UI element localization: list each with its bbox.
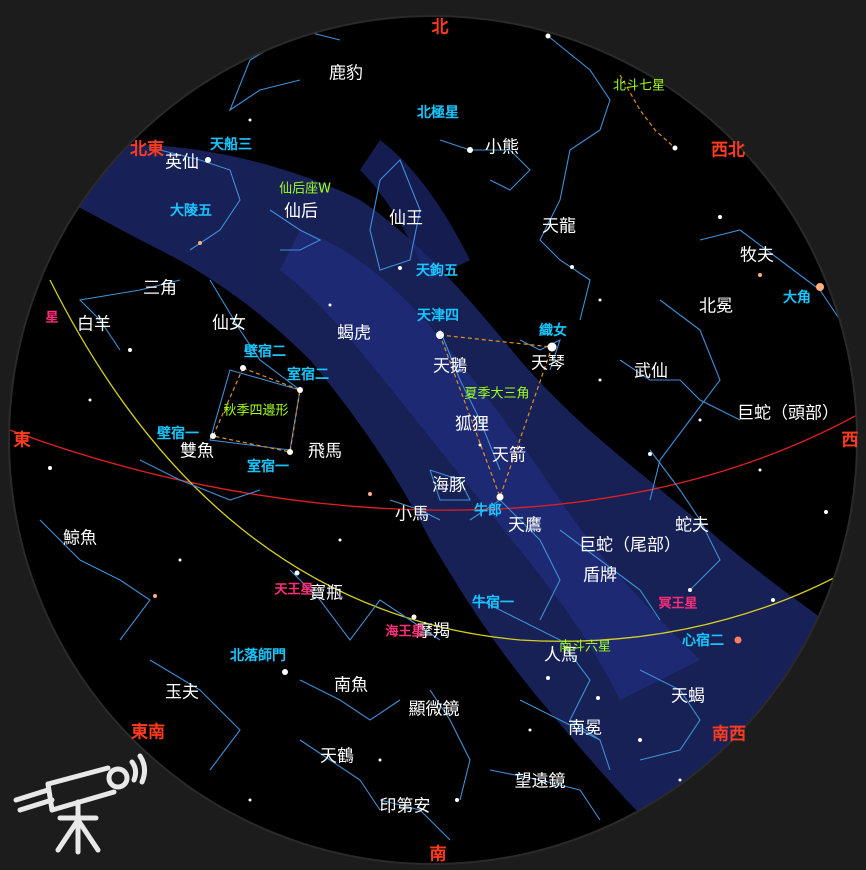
constellation-label: 鹿豹	[329, 63, 363, 84]
asterism-label: 南斗六星	[558, 639, 612, 655]
direction-northeast: 北東	[130, 139, 164, 160]
constellation-label: 天鶴	[320, 746, 354, 767]
asterism-label: 秋季四邊形	[223, 403, 289, 419]
constellation-label: 南冕	[568, 718, 602, 739]
star-label: 北落師門	[230, 648, 286, 664]
constellation-label: 白羊	[77, 314, 111, 335]
star-label: 壁宿一	[157, 426, 199, 442]
star-label: 牛郎	[474, 503, 502, 519]
constellation-label: 人馬	[544, 645, 578, 666]
constellation-label: 狐狸	[455, 414, 489, 435]
constellation-label: 牧夫	[740, 245, 774, 266]
constellation-label: 玉夫	[165, 682, 199, 703]
star-label: 大角	[783, 290, 811, 306]
direction-south: 南	[429, 844, 447, 865]
star-label: 天船三	[210, 137, 252, 153]
planet-label: 海王星	[385, 624, 425, 640]
constellation-label: 北冕	[699, 296, 733, 317]
asterism-lines	[212, 74, 676, 499]
horizon-ring	[8, 15, 858, 865]
star-label: 天鉤五	[416, 263, 458, 279]
constellation-label: 雙魚	[180, 441, 214, 462]
constellation-label: 鯨魚	[63, 528, 97, 549]
direction-west: 西	[841, 430, 859, 451]
constellation-label: 仙女	[212, 313, 246, 334]
constellation-label: 寶瓶	[309, 583, 343, 604]
planet-label: 冥王星	[658, 596, 698, 612]
star-label: 大陵五	[170, 203, 212, 219]
planet-label: 星	[45, 310, 59, 326]
constellation-label: 天琴	[531, 353, 565, 374]
constellation-label: 巨蛇（尾部）	[579, 535, 681, 556]
star-label: 心宿二	[682, 633, 724, 649]
constellation-label: 海豚	[432, 475, 466, 496]
star-label: 壁宿二	[244, 344, 286, 360]
constellation-label: 仙王	[389, 208, 423, 229]
constellation-label: 小馬	[395, 504, 429, 525]
constellation-label: 南魚	[334, 675, 368, 696]
constellation-label: 飛馬	[308, 441, 342, 462]
constellation-label: 武仙	[634, 361, 668, 382]
constellation-label: 印第安	[379, 796, 431, 817]
star-label: 天津四	[417, 308, 459, 324]
constellation-label: 巨蛇（頭部）	[737, 403, 839, 424]
planet-label: 天王星	[274, 582, 314, 598]
star-label: 室宿二	[287, 367, 329, 383]
ecliptic	[49, 279, 857, 642]
stars	[48, 33, 828, 802]
asterism-label: 夏季大三角	[464, 386, 530, 402]
telescope-icon	[13, 753, 148, 855]
direction-southeast: 東南	[131, 722, 165, 743]
star-label: 北極星	[417, 105, 459, 121]
constellation-label: 天蝎	[671, 686, 705, 707]
star-label: 織女	[539, 323, 567, 339]
celestial-equator	[9, 409, 857, 511]
constellation-label: 摩羯	[416, 621, 450, 642]
direction-southwest: 南西	[712, 724, 746, 745]
milky-way	[40, 140, 857, 864]
constellation-label: 天鵝	[433, 356, 467, 377]
star-label: 牛宿一	[472, 595, 514, 611]
direction-northwest: 西北	[711, 140, 745, 161]
constellation-label: 小熊	[485, 137, 519, 158]
constellation-label: 英仙	[165, 152, 199, 173]
constellation-label: 三角	[143, 278, 177, 299]
asterism-label: 北斗七星	[612, 78, 666, 94]
constellation-label: 顯微鏡	[408, 699, 460, 720]
constellation-label: 天龍	[542, 216, 576, 237]
star-label: 室宿一	[247, 459, 289, 475]
constellation-lines	[39, 29, 841, 841]
constellation-label: 望遠鏡	[514, 771, 566, 792]
direction-north: 北	[431, 17, 449, 38]
constellation-label: 天箭	[492, 445, 526, 466]
constellation-label: 蝎虎	[337, 323, 371, 344]
constellation-label: 天鷹	[508, 515, 542, 536]
constellation-label: 盾牌	[583, 565, 617, 586]
constellation-label: 蛇夫	[675, 515, 709, 536]
constellation-label: 仙后	[284, 201, 318, 222]
asterism-label: 仙后座W	[279, 181, 331, 197]
direction-east: 東	[13, 430, 31, 451]
